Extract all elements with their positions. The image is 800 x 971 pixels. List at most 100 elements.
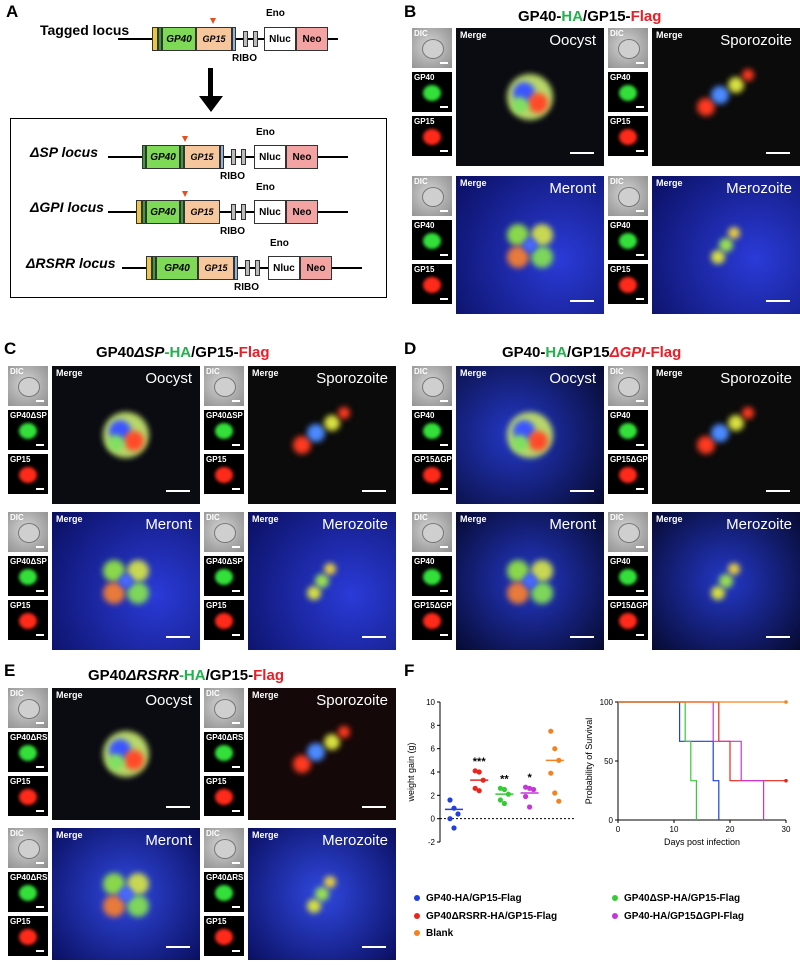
merge-image: Merge Oocyst xyxy=(456,366,604,504)
scale-bar xyxy=(36,488,44,490)
gp40-gene: GP40 xyxy=(146,145,180,169)
channel-signal xyxy=(19,929,37,945)
gp15-channel-thumbnail: GP15 xyxy=(204,454,244,494)
scale-bar xyxy=(36,546,44,548)
fluorescence-signal xyxy=(307,743,325,761)
dic-cell xyxy=(214,523,236,543)
panel-label-e: E xyxy=(4,661,16,680)
survival-chart: 0 50 100 0 10 20 30 Probability of Survival Days… xyxy=(584,698,791,847)
scale-bar xyxy=(440,444,448,446)
legend-label: Blank xyxy=(426,928,454,939)
panel-label-b: B xyxy=(404,2,417,21)
y-tick-label: 2 xyxy=(431,791,436,800)
dic-cell xyxy=(18,699,40,719)
legend-label: GP40ΔSP-HA/GP15-Flag xyxy=(624,893,741,904)
stage-label: Sporozoite xyxy=(720,32,792,49)
dic-cell xyxy=(422,523,444,543)
deletion-loci-box xyxy=(10,118,387,298)
fluorescence-signal xyxy=(324,563,336,575)
scale-bar xyxy=(636,546,644,548)
gp40-channel-thumbnail: GP40 xyxy=(412,556,452,596)
merge-image: Merge Meront xyxy=(52,512,200,650)
delta-gpi-locus-label: ΔGPI locus xyxy=(30,199,104,215)
channel-label: GP15 xyxy=(206,777,227,786)
scale-bar xyxy=(36,766,44,768)
scale-bar xyxy=(232,488,240,490)
merge-image: Merge Sporozoite xyxy=(248,366,396,504)
gp15-channel-thumbnail: GP15 xyxy=(608,116,648,156)
channel-label: GP15ΔGPI xyxy=(414,455,452,464)
channel-label: DIC xyxy=(610,367,624,376)
legend-label: GP40-HA/GP15ΔGPI-Flag xyxy=(624,911,744,922)
channel-label: GP40 xyxy=(414,557,435,566)
fluorescence-signal xyxy=(711,586,725,600)
channel-signal xyxy=(423,129,441,145)
scale-bar xyxy=(636,298,644,300)
data-point xyxy=(531,786,537,793)
stage-label: Oocyst xyxy=(145,692,192,709)
scale-bar xyxy=(636,150,644,152)
neo-gene: Neo xyxy=(296,27,328,51)
channel-label: GP40ΔRSRR xyxy=(10,733,48,742)
scale-bar xyxy=(636,254,644,256)
x-tick-label: 10 xyxy=(670,825,679,834)
merge-image: Merge Sporozoite xyxy=(652,366,800,504)
scale-bar xyxy=(440,634,448,636)
neo-gene: Neo xyxy=(300,256,332,280)
legend-item: GP40-HA/GP15-Flag xyxy=(414,893,522,904)
gp40-channel-thumbnail: GP40ΔSP xyxy=(204,556,244,596)
gp40-channel-thumbnail: GP40ΔRSRR xyxy=(8,732,48,772)
fluorescence-signal xyxy=(307,586,321,600)
scale-bar xyxy=(36,862,44,864)
fluorescence-signal xyxy=(103,582,125,604)
fluorescence-signal xyxy=(728,77,744,93)
channel-signal xyxy=(215,929,233,945)
panel-label-a: A xyxy=(6,2,19,21)
channel-label: GP40 xyxy=(610,411,631,420)
scale-bar xyxy=(36,634,44,636)
channel-label: GP40ΔSP xyxy=(10,411,47,420)
fluorescence-signal xyxy=(711,86,729,104)
channel-label: DIC xyxy=(206,513,220,522)
channel-label: DIC xyxy=(206,367,220,376)
gp40-channel-thumbnail: GP40ΔSP xyxy=(8,410,48,450)
dic-thumbnail: DIC xyxy=(412,512,452,552)
channel-label: DIC xyxy=(414,29,428,38)
channel-label: DIC xyxy=(610,177,624,186)
panel-label-d: D xyxy=(404,339,417,358)
scale-bar xyxy=(570,636,594,638)
channel-label: GP40 xyxy=(610,73,631,82)
channel-signal xyxy=(19,467,37,483)
gp15-channel-thumbnail: GP15 xyxy=(8,776,48,816)
channel-signal xyxy=(423,277,441,293)
gp40-channel-thumbnail: GP40ΔRSRR xyxy=(204,872,244,912)
dic-thumbnail: DIC xyxy=(204,688,244,728)
gp15-channel-thumbnail: GP15 xyxy=(204,916,244,956)
data-point xyxy=(447,797,453,803)
channel-label: GP15ΔGPI xyxy=(414,601,452,610)
legend-item: GP40-HA/GP15ΔGPI-Flag xyxy=(612,911,744,922)
scale-bar xyxy=(440,590,448,592)
eno-promoter-label: Eno xyxy=(266,8,285,19)
dic-cell xyxy=(618,39,640,59)
x-axis-label: Days post infection xyxy=(664,837,740,847)
data-point xyxy=(548,728,554,734)
fluorescence-signal xyxy=(719,574,733,588)
data-point xyxy=(501,800,507,807)
gp40-channel-thumbnail: GP40 xyxy=(608,72,648,112)
channel-signal xyxy=(619,233,637,249)
merge-image: Merge Merozoite xyxy=(248,828,396,960)
scale-bar xyxy=(362,490,386,492)
channel-signal xyxy=(215,613,233,629)
channel-signal xyxy=(423,85,441,101)
scale-bar xyxy=(636,106,644,108)
channel-label: DIC xyxy=(10,689,24,698)
channel-signal xyxy=(619,613,637,629)
channel-label: DIC xyxy=(610,29,624,38)
neo-gene: Neo xyxy=(286,145,318,169)
stage-label: Merozoite xyxy=(726,516,792,533)
scale-bar xyxy=(766,490,790,492)
merge-label: Merge xyxy=(460,368,487,378)
scale-bar xyxy=(440,298,448,300)
channel-signal xyxy=(19,613,37,629)
